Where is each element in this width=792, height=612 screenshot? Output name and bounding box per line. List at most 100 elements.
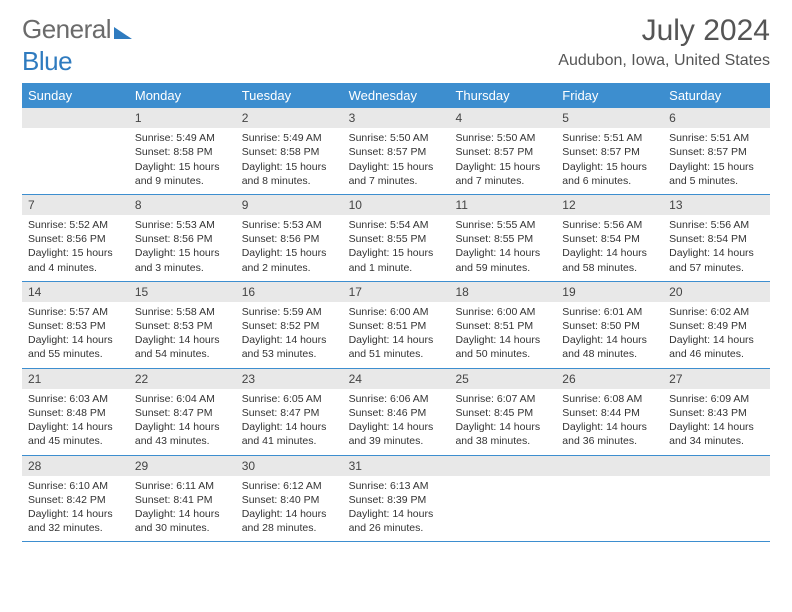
day-number: 28 (22, 456, 129, 476)
sunrise-text: Sunrise: 6:05 AM (242, 392, 337, 406)
day-number: 24 (343, 369, 450, 389)
day-body: Sunrise: 6:09 AMSunset: 8:43 PMDaylight:… (663, 389, 770, 455)
sunset-text: Sunset: 8:47 PM (135, 406, 230, 420)
weekday-header: Sunday (22, 84, 129, 107)
sunrise-text: Sunrise: 5:54 AM (349, 218, 444, 232)
day-body: Sunrise: 5:55 AMSunset: 8:55 PMDaylight:… (449, 215, 556, 281)
day-body: Sunrise: 6:12 AMSunset: 8:40 PMDaylight:… (236, 476, 343, 542)
day-body: Sunrise: 6:13 AMSunset: 8:39 PMDaylight:… (343, 476, 450, 542)
day-body: Sunrise: 5:49 AMSunset: 8:58 PMDaylight:… (236, 128, 343, 194)
day-cell: 10Sunrise: 5:54 AMSunset: 8:55 PMDayligh… (343, 195, 450, 281)
day-number: 26 (556, 369, 663, 389)
day-body: Sunrise: 6:00 AMSunset: 8:51 PMDaylight:… (449, 302, 556, 368)
day-number: 21 (22, 369, 129, 389)
sunset-text: Sunset: 8:53 PM (28, 319, 123, 333)
sunset-text: Sunset: 8:53 PM (135, 319, 230, 333)
daylight-text: Daylight: 14 hours and 58 minutes. (562, 246, 657, 274)
day-cell: 18Sunrise: 6:00 AMSunset: 8:51 PMDayligh… (449, 282, 556, 368)
day-number: 25 (449, 369, 556, 389)
day-cell: 20Sunrise: 6:02 AMSunset: 8:49 PMDayligh… (663, 282, 770, 368)
weekday-header: Wednesday (343, 84, 450, 107)
day-body: Sunrise: 6:01 AMSunset: 8:50 PMDaylight:… (556, 302, 663, 368)
sunrise-text: Sunrise: 5:59 AM (242, 305, 337, 319)
month-title: July 2024 (558, 14, 770, 48)
sunrise-text: Sunrise: 5:51 AM (562, 131, 657, 145)
calendar-week: 14Sunrise: 5:57 AMSunset: 8:53 PMDayligh… (22, 282, 770, 369)
day-body: Sunrise: 6:03 AMSunset: 8:48 PMDaylight:… (22, 389, 129, 455)
day-body: Sunrise: 5:51 AMSunset: 8:57 PMDaylight:… (663, 128, 770, 194)
sunset-text: Sunset: 8:57 PM (562, 145, 657, 159)
day-number: 2 (236, 108, 343, 128)
daylight-text: Daylight: 15 hours and 7 minutes. (349, 160, 444, 188)
logo: General (22, 14, 132, 45)
day-number: 11 (449, 195, 556, 215)
day-cell (449, 456, 556, 542)
day-cell: 2Sunrise: 5:49 AMSunset: 8:58 PMDaylight… (236, 108, 343, 194)
sunrise-text: Sunrise: 5:49 AM (242, 131, 337, 145)
sunrise-text: Sunrise: 5:53 AM (135, 218, 230, 232)
day-number: 5 (556, 108, 663, 128)
day-number: 12 (556, 195, 663, 215)
weekday-header: Monday (129, 84, 236, 107)
day-number (22, 108, 129, 128)
sunset-text: Sunset: 8:47 PM (242, 406, 337, 420)
sunset-text: Sunset: 8:57 PM (669, 145, 764, 159)
sunrise-text: Sunrise: 6:12 AM (242, 479, 337, 493)
day-body: Sunrise: 5:50 AMSunset: 8:57 PMDaylight:… (449, 128, 556, 194)
day-cell: 25 Sunrise: 6:07 AMSunset: 8:45 PMDayligh… (449, 369, 556, 455)
sunset-text: Sunset: 8:50 PM (562, 319, 657, 333)
day-body: Sunrise: 6:02 AMSunset: 8:49 PMDaylight:… (663, 302, 770, 368)
day-body: Sunrise: 6:06 AMSunset: 8:46 PMDaylight:… (343, 389, 450, 455)
day-number: 15 (129, 282, 236, 302)
daylight-text: Daylight: 14 hours and 46 minutes. (669, 333, 764, 361)
day-number: 3 (343, 108, 450, 128)
sunrise-text: Sunrise: 5:57 AM (28, 305, 123, 319)
calendar-week: 21Sunrise: 6:03 AMSunset: 8:48 PMDayligh… (22, 369, 770, 456)
sunset-text: Sunset: 8:51 PM (455, 319, 550, 333)
sunrise-text: Sunrise: 5:56 AM (562, 218, 657, 232)
sunrise-text: Sunrise: 6:08 AM (562, 392, 657, 406)
day-cell: 24Sunrise: 6:06 AMSunset: 8:46 PMDayligh… (343, 369, 450, 455)
sunset-text: Sunset: 8:45 PM (455, 406, 550, 420)
day-cell: 7Sunrise: 5:52 AMSunset: 8:56 PMDaylight… (22, 195, 129, 281)
sunrise-text: Sunrise: 6:00 AM (349, 305, 444, 319)
sunset-text: Sunset: 8:43 PM (669, 406, 764, 420)
day-cell: 28Sunrise: 6:10 AMSunset: 8:42 PMDayligh… (22, 456, 129, 542)
daylight-text: Daylight: 14 hours and 48 minutes. (562, 333, 657, 361)
day-cell: 11Sunrise: 5:55 AMSunset: 8:55 PMDayligh… (449, 195, 556, 281)
day-number: 19 (556, 282, 663, 302)
day-cell: 1Sunrise: 5:49 AMSunset: 8:58 PMDaylight… (129, 108, 236, 194)
sunrise-text: Sunrise: 6:07 AM (455, 392, 550, 406)
sunset-text: Sunset: 8:57 PM (349, 145, 444, 159)
day-cell: 21Sunrise: 6:03 AMSunset: 8:48 PMDayligh… (22, 369, 129, 455)
sunset-text: Sunset: 8:49 PM (669, 319, 764, 333)
daylight-text: Daylight: 14 hours and 50 minutes. (455, 333, 550, 361)
day-cell: 26Sunrise: 6:08 AMSunset: 8:44 PMDayligh… (556, 369, 663, 455)
day-number: 29 (129, 456, 236, 476)
daylight-text: Daylight: 14 hours and 43 minutes. (135, 420, 230, 448)
sunset-text: Sunset: 8:42 PM (28, 493, 123, 507)
daylight-text: Daylight: 15 hours and 2 minutes. (242, 246, 337, 274)
day-number: 14 (22, 282, 129, 302)
sunset-text: Sunset: 8:44 PM (562, 406, 657, 420)
day-number (556, 456, 663, 476)
day-cell: 16Sunrise: 5:59 AMSunset: 8:52 PMDayligh… (236, 282, 343, 368)
day-cell (663, 456, 770, 542)
day-body: Sunrise: 5:52 AMSunset: 8:56 PMDaylight:… (22, 215, 129, 281)
sunrise-text: Sunrise: 6:01 AM (562, 305, 657, 319)
weekday-header: Thursday (449, 84, 556, 107)
day-number: 17 (343, 282, 450, 302)
day-cell: 30Sunrise: 6:12 AMSunset: 8:40 PMDayligh… (236, 456, 343, 542)
daylight-text: Daylight: 14 hours and 45 minutes. (28, 420, 123, 448)
daylight-text: Daylight: 15 hours and 8 minutes. (242, 160, 337, 188)
day-body: Sunrise: 5:54 AMSunset: 8:55 PMDaylight:… (343, 215, 450, 281)
sunrise-text: Sunrise: 5:50 AM (455, 131, 550, 145)
daylight-text: Daylight: 15 hours and 6 minutes. (562, 160, 657, 188)
daylight-text: Daylight: 14 hours and 38 minutes. (455, 420, 550, 448)
day-body: Sunrise: 6:08 AMSunset: 8:44 PMDaylight:… (556, 389, 663, 455)
day-cell (556, 456, 663, 542)
daylight-text: Daylight: 14 hours and 34 minutes. (669, 420, 764, 448)
day-body: Sunrise: 5:56 AMSunset: 8:54 PMDaylight:… (663, 215, 770, 281)
sunrise-text: Sunrise: 6:03 AM (28, 392, 123, 406)
sunrise-text: Sunrise: 5:56 AM (669, 218, 764, 232)
